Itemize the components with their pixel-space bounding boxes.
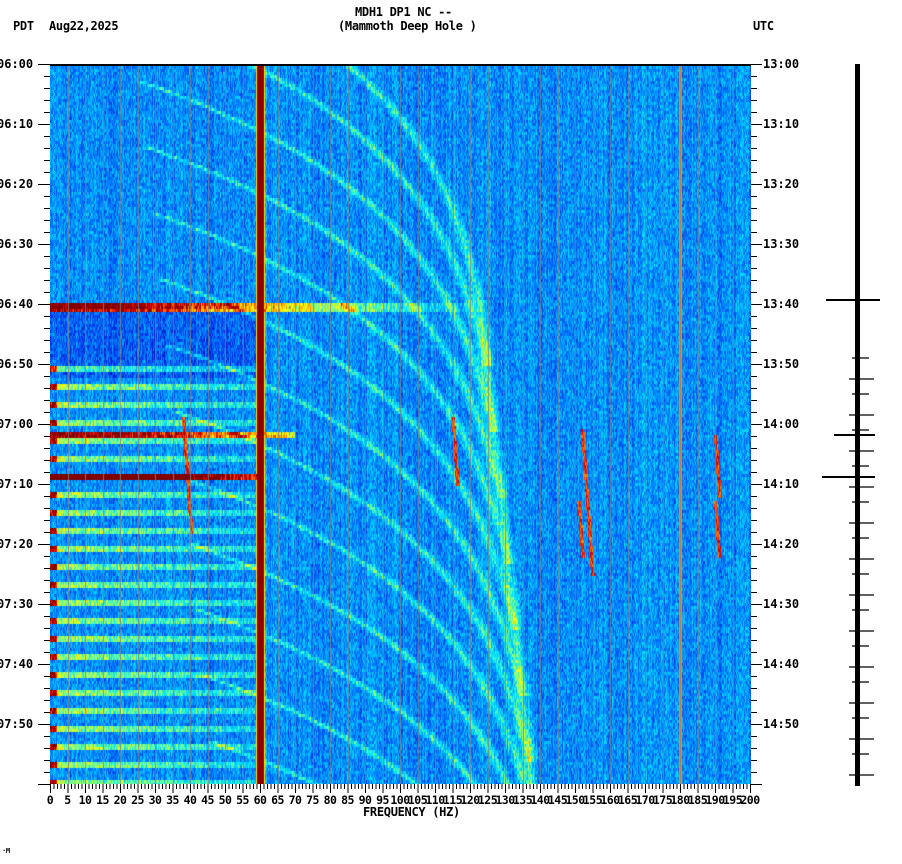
frequency-tick-label: 5 bbox=[64, 793, 71, 807]
left-time-tick-label: 06:50 bbox=[0, 357, 33, 371]
right-time-tick-label: 14:40 bbox=[763, 657, 799, 671]
right-timezone-label: UTC bbox=[753, 19, 774, 33]
frequency-tick-label: 140 bbox=[530, 793, 550, 807]
frequency-tick-label: 15 bbox=[96, 793, 109, 807]
frequency-tick-label: 85 bbox=[341, 793, 354, 807]
left-time-tick-label: 07:50 bbox=[0, 717, 33, 731]
spectrogram-canvas bbox=[50, 66, 751, 784]
frequency-tick-label: 180 bbox=[670, 793, 690, 807]
right-time-axis: 13:00 13:10 13:20 13:30 13:40 13:50 14:00 14:10… bbox=[751, 58, 799, 785]
left-time-tick-label: 07:30 bbox=[0, 597, 33, 611]
left-time-tick-label: 07:40 bbox=[0, 657, 33, 671]
left-time-axis: 06:00 06:10 06:20 06:30 06:40 06:50 07:00 07:10… bbox=[0, 58, 50, 785]
seismogram-trace bbox=[822, 64, 880, 786]
frequency-axis: 0 5 10 15 20 25 30 35 40 45 50 55 60 65 70 75 80 85 90 95 10… bbox=[47, 784, 761, 807]
date-label: Aug22,2025 bbox=[49, 19, 119, 33]
right-time-tick-label: 13:10 bbox=[763, 117, 799, 131]
frequency-tick-label: 120 bbox=[460, 793, 480, 807]
right-time-tick-label: 14:50 bbox=[763, 717, 799, 731]
frequency-tick-label: 95 bbox=[376, 793, 389, 807]
frequency-tick-label: 100 bbox=[390, 793, 410, 807]
frequency-tick-label: 0 bbox=[47, 793, 54, 807]
frequency-tick-label: 150 bbox=[565, 793, 585, 807]
left-time-tick-label: 06:00 bbox=[0, 58, 33, 71]
spectrogram-plot bbox=[50, 64, 751, 784]
left-time-tick-label: 07:00 bbox=[0, 417, 33, 431]
frequency-tick-label: 60 bbox=[254, 793, 267, 807]
frequency-tick-label: 75 bbox=[306, 793, 319, 807]
footer-mark: ·M bbox=[2, 847, 10, 855]
frequency-tick-label: 40 bbox=[184, 793, 197, 807]
left-time-tick-label: 06:10 bbox=[0, 117, 33, 131]
frequency-tick-label: 80 bbox=[324, 793, 337, 807]
left-timezone-label: PDT bbox=[13, 19, 34, 33]
x-axis-title: FREQUENCY (HZ) bbox=[363, 805, 460, 819]
frequency-tick-label: 190 bbox=[705, 793, 725, 807]
frequency-tick-label: 70 bbox=[289, 793, 302, 807]
frequency-tick-label: 25 bbox=[131, 793, 144, 807]
frequency-tick-label: 125 bbox=[478, 793, 498, 807]
right-time-tick-label: 14:10 bbox=[763, 477, 799, 491]
frequency-tick-label: 185 bbox=[688, 793, 708, 807]
frequency-tick-label: 10 bbox=[79, 793, 92, 807]
frequency-tick-label: 130 bbox=[495, 793, 515, 807]
station-name: (Mammoth Deep Hole ) bbox=[338, 19, 477, 33]
frequency-tick-label: 55 bbox=[236, 793, 249, 807]
right-time-tick-label: 14:30 bbox=[763, 597, 799, 611]
frequency-tick-label: 135 bbox=[513, 793, 533, 807]
right-time-tick-label: 13:30 bbox=[763, 237, 799, 251]
right-time-tick-label: 13:20 bbox=[763, 177, 799, 191]
right-time-tick-label: 13:00 bbox=[763, 58, 799, 71]
frequency-tick-label: 110 bbox=[425, 793, 445, 807]
frequency-tick-label: 90 bbox=[359, 793, 372, 807]
frequency-tick-label: 50 bbox=[219, 793, 232, 807]
frequency-tick-label: 165 bbox=[618, 793, 638, 807]
right-time-tick-label: 13:40 bbox=[763, 297, 799, 311]
left-time-tick-label: 06:40 bbox=[0, 297, 33, 311]
left-time-tick-label: 07:10 bbox=[0, 477, 33, 491]
right-time-tick-label: 14:20 bbox=[763, 537, 799, 551]
frequency-tick-label: 200 bbox=[740, 793, 760, 807]
left-time-tick-label: 06:30 bbox=[0, 237, 33, 251]
right-time-tick-label: 13:50 bbox=[763, 357, 799, 371]
frequency-tick-label: 145 bbox=[548, 793, 568, 807]
frequency-tick-label: 65 bbox=[271, 793, 284, 807]
frequency-tick-label: 160 bbox=[600, 793, 620, 807]
left-time-tick-label: 06:20 bbox=[0, 177, 33, 191]
frequency-tick-label: 35 bbox=[166, 793, 179, 807]
frequency-tick-label: 45 bbox=[201, 793, 214, 807]
frequency-tick-label: 20 bbox=[114, 793, 127, 807]
frequency-tick-label: 195 bbox=[723, 793, 743, 807]
left-time-tick-label: 07:20 bbox=[0, 537, 33, 551]
station-line: MDH1 DP1 NC -- bbox=[355, 5, 452, 19]
frequency-tick-label: 115 bbox=[443, 793, 463, 807]
right-time-tick-label: 14:00 bbox=[763, 417, 799, 431]
frequency-tick-label: 105 bbox=[408, 793, 428, 807]
frequency-tick-label: 155 bbox=[583, 793, 603, 807]
frequency-tick-label: 30 bbox=[149, 793, 162, 807]
frequency-tick-label: 170 bbox=[635, 793, 655, 807]
frequency-tick-label: 175 bbox=[653, 793, 673, 807]
